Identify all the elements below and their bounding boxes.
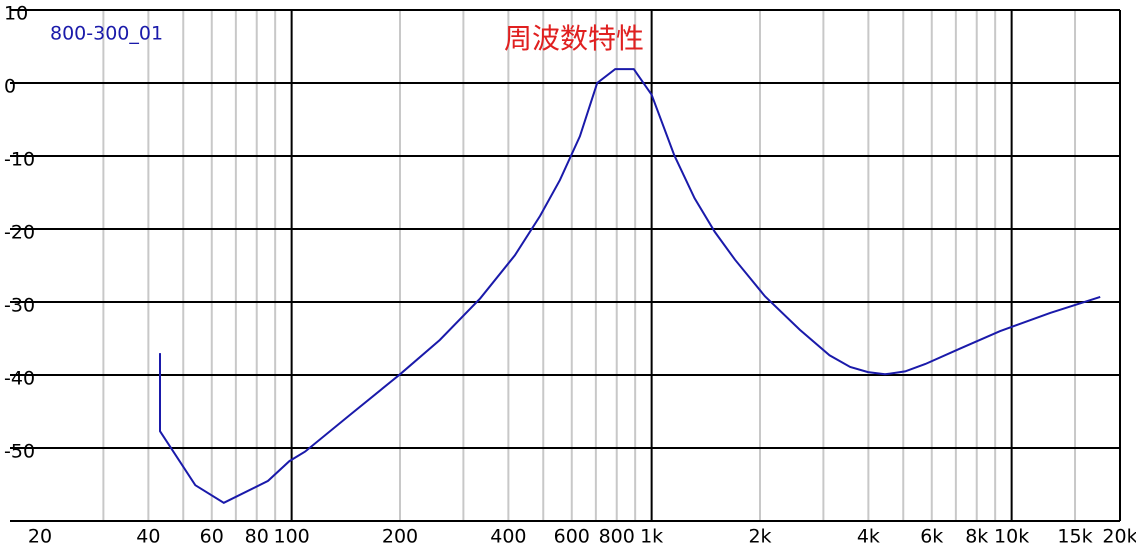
x-tick-label: 6k <box>920 526 943 548</box>
x-tick-label: 2k <box>748 526 771 548</box>
marks <box>159 68 1101 504</box>
y-tick-label: -40 <box>4 368 35 390</box>
legend-entry: 800-300_01 <box>50 23 163 45</box>
x-tick-label: 8k <box>965 526 988 548</box>
x-tick-label: 800 <box>599 526 635 548</box>
y-tick-label: -20 <box>4 222 35 244</box>
grid <box>10 9 1121 522</box>
x-tick-label: 15k <box>1057 526 1092 548</box>
x-tick-label: 400 <box>490 526 526 548</box>
x-tick-label: 20 <box>28 526 52 548</box>
x-tick-label: 200 <box>382 526 418 548</box>
x-tick-label: 40 <box>136 526 160 548</box>
x-tick-label: 20k <box>1102 526 1136 548</box>
x-tick-label: 60 <box>200 526 224 548</box>
y-tick-label: -50 <box>4 441 35 463</box>
series-line <box>159 68 1101 504</box>
x-tick-label: 80 <box>245 526 269 548</box>
x-tick-label: 100 <box>273 526 309 548</box>
y-tick-label: 10 <box>4 3 28 25</box>
x-tick-label: 10k <box>994 526 1029 548</box>
chart-title: 周波数特性 <box>504 22 644 55</box>
y-tick-label: -30 <box>4 295 35 317</box>
x-tick-label: 1k <box>640 526 663 548</box>
x-tick-label: 600 <box>554 526 590 548</box>
y-tick-label: -10 <box>4 149 35 171</box>
x-tick-label: 4k <box>857 526 880 548</box>
y-tick-label: 0 <box>4 76 16 98</box>
